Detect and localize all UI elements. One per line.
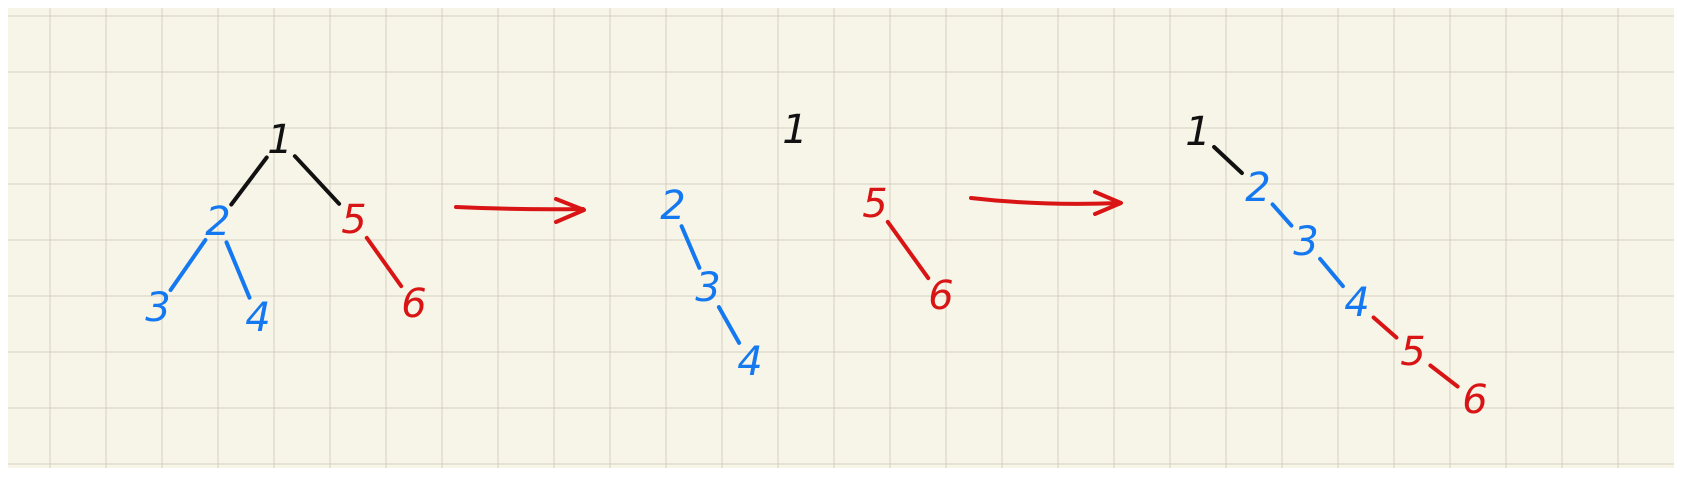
original-tree-node-6: 6 [401,281,426,327]
flattened-subtrees-node-5: 5 [862,181,887,227]
flattened-list-node-4: 4 [1344,280,1369,326]
flattened-list-edge-4-5 [1371,315,1399,340]
flattened-list-node-2: 2 [1245,165,1270,211]
original-tree-node-4: 4 [245,295,270,341]
original-tree-node-1: 1 [267,117,292,163]
flattened-list-edge-5-6 [1428,363,1460,389]
grid-lines [8,8,1674,468]
flattened-subtrees-edge-2-3 [679,224,702,270]
original-tree-edge-1-2 [229,155,269,207]
stage-flattened-subtrees: 1 234 56 [660,107,953,385]
original-tree-node-3: 3 [145,285,170,331]
flattened-subtrees-edge-5-6 [885,219,931,281]
flattened-subtrees-node-4: 4 [737,339,762,385]
arrow-1-head [554,197,586,224]
original-tree-edge-1-5 [292,154,342,206]
original-tree-node-2: 2 [205,199,230,245]
arrow-1 [454,197,586,224]
flattened-list-node-6: 6 [1462,377,1487,423]
flattened-subtrees-node-2: 2 [660,183,685,229]
flattened-subtrees-node-6: 6 [928,273,953,319]
original-tree-edge-2-3 [168,238,208,292]
arrow-2-shaft [969,196,1122,206]
original-tree-node-5: 5 [341,197,366,243]
paper-background [8,8,1674,468]
arrow-2 [969,190,1123,216]
original-tree-edge-2-4 [224,240,252,300]
arrow-1-shaft [454,205,585,212]
stage-original-tree: 123 4 56 [145,117,426,341]
flattened-list-node-3: 3 [1293,219,1318,265]
flattened-list-node-5: 5 [1400,329,1425,375]
flattened-list-edge-2-3 [1270,202,1294,228]
flattened-list-edge-1-2 [1212,145,1244,175]
flattened-subtrees-edge-3-4 [716,305,742,345]
flattened-subtrees-node-3: 3 [695,265,720,311]
flattened-list-edge-3-4 [1318,256,1345,289]
flattened-subtrees-node-1: 1 [782,107,807,153]
original-tree-edge-5-6 [364,235,404,289]
flattened-list-node-1: 1 [1185,109,1210,155]
arrow-2-head [1093,190,1123,216]
